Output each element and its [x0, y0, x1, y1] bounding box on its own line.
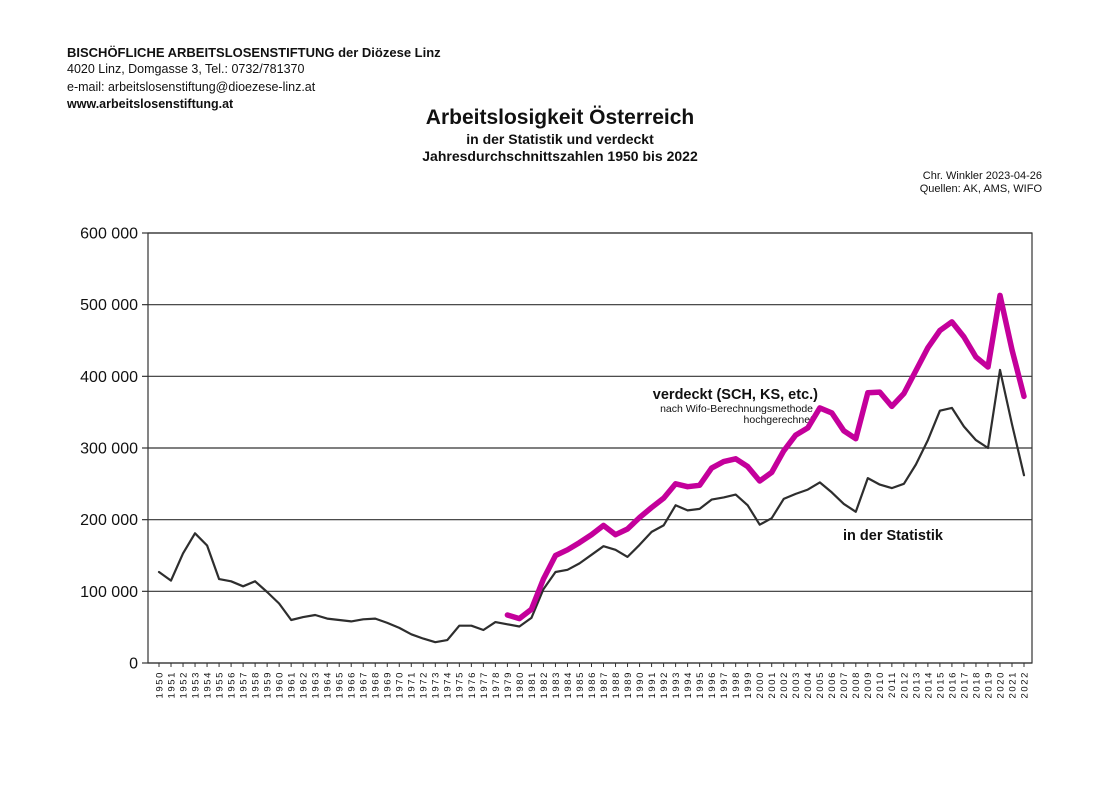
x-tick-label: 2017 [959, 671, 970, 699]
x-tick-label: 1960 [275, 671, 286, 699]
x-tick-label: 1966 [347, 671, 358, 699]
org-name: BISCHÖFLICHE ARBEITSLOSENSTIFTUNG der Di… [67, 45, 441, 60]
legend-verdeckt-subline-2: hochgerechnet [743, 414, 813, 426]
x-tick-label: 1979 [503, 671, 514, 699]
x-tick-label: 1986 [587, 671, 598, 699]
x-tick-label: 2012 [899, 671, 910, 699]
x-tick-label: 2001 [767, 671, 778, 699]
x-tick-label: 1978 [491, 671, 502, 699]
x-tick-label: 2014 [923, 671, 934, 699]
x-tick-label: 2018 [971, 671, 982, 699]
x-tick-label: 1980 [515, 671, 526, 699]
x-tick-label: 2015 [935, 671, 946, 699]
x-tick-label: 1952 [178, 671, 189, 699]
x-tick-label: 1985 [575, 671, 586, 699]
x-tick-label: 2005 [815, 671, 826, 699]
x-tick-label: 1957 [238, 671, 249, 699]
x-tick-label: 1992 [659, 671, 670, 699]
x-tick-label: 1969 [383, 671, 394, 699]
x-tick-label: 1996 [707, 671, 718, 699]
title-block: Arbeitslosigkeit Österreich in der Stati… [280, 105, 840, 164]
y-tick-label: 300 000 [80, 441, 138, 458]
x-tick-label: 1999 [743, 671, 754, 699]
x-tick-label: 2009 [863, 671, 874, 699]
chart-title: Arbeitslosigkeit Österreich [425, 106, 695, 129]
series-line-verdeckt [504, 292, 1027, 622]
org-website: www.arbeitslosenstiftung.at [67, 97, 234, 112]
x-tick-label: 1976 [467, 671, 478, 699]
x-tick-label: 1975 [455, 671, 466, 699]
x-tick-label: 1982 [539, 671, 550, 699]
x-tick-label: 1972 [419, 671, 430, 699]
x-tick-label: 1990 [635, 671, 646, 699]
x-tick-label: 1958 [251, 671, 262, 699]
x-tick-label: 1989 [623, 671, 634, 699]
y-tick-label: 400 000 [80, 369, 138, 386]
credit-author: Chr. Winkler 2023-04-26 [922, 170, 1042, 182]
x-tick-label: 2002 [779, 671, 790, 699]
org-email: e-mail: arbeitslosenstiftung@dioezese-li… [67, 79, 316, 94]
plot-border [147, 232, 1033, 664]
x-tick-label: 1950 [154, 671, 165, 699]
x-tick-label: 2016 [947, 671, 958, 699]
x-tick-label: 1968 [371, 671, 382, 699]
x-tick-label: 1971 [407, 671, 418, 699]
legend-statistik-label: in der Statistik [843, 528, 943, 544]
x-tick-label: 2006 [827, 671, 838, 699]
x-tick-label: 1963 [311, 671, 322, 699]
x-tick-label: 1973 [431, 671, 442, 699]
x-tick-label: 1962 [299, 671, 310, 699]
credit-block: Chr. Winkler 2023-04-26 Quellen: AK, AMS… [920, 170, 1042, 196]
x-tick-label: 2010 [875, 671, 886, 699]
x-tick-label: 2022 [1019, 671, 1030, 699]
x-tick-label: 1961 [287, 671, 298, 699]
x-tick-label: 1991 [647, 671, 658, 699]
x-tick-label: 1994 [683, 671, 694, 699]
letterhead: BISCHÖFLICHE ARBEITSLOSENSTIFTUNG der Di… [67, 44, 441, 114]
x-tick-label: 1993 [671, 671, 682, 699]
x-tick-label: 1998 [731, 671, 742, 699]
x-tick-label: 1984 [563, 671, 574, 699]
x-tick-label: 2007 [839, 671, 850, 699]
x-tick-label: 1988 [611, 671, 622, 699]
x-tick-label: 1955 [214, 671, 225, 699]
x-tick-label: 1977 [479, 671, 490, 699]
x-tick-label: 1967 [359, 671, 370, 699]
x-tick-label: 1995 [695, 671, 706, 699]
x-tick-label: 2003 [791, 671, 802, 699]
x-tick-label: 1965 [335, 671, 346, 699]
y-tick-label: 500 000 [80, 297, 138, 314]
x-tick-label: 2011 [887, 671, 898, 698]
x-tick-label: 1959 [263, 671, 274, 699]
series-line-statistik [157, 368, 1026, 644]
y-tick-label: 600 000 [80, 226, 138, 243]
x-tick-label: 1997 [719, 671, 730, 699]
x-tick-label: 1974 [443, 671, 454, 699]
y-tick-label: 100 000 [80, 584, 138, 601]
chart-subtitle-1: in der Statistik und verdeckt [466, 131, 654, 147]
x-tick-label: 2000 [755, 671, 766, 699]
x-tick-label: 1983 [551, 671, 562, 699]
org-address: 4020 Linz, Domgasse 3, Tel.: 0732/781370 [67, 62, 305, 77]
legend-verdeckt-label: verdeckt (SCH, KS, etc.) [652, 387, 818, 403]
x-tick-label: 1954 [202, 671, 213, 699]
x-tick-label: 1953 [190, 671, 201, 699]
x-tick-label: 1981 [527, 671, 538, 699]
y-tick-label: 0 [129, 656, 138, 673]
chart-subtitle-2: Jahresdurchschnittszahlen 1950 bis 2022 [422, 147, 698, 164]
x-tick-label: 2004 [803, 671, 814, 699]
x-tick-label: 2008 [851, 671, 862, 699]
x-tick-label: 1951 [166, 671, 177, 699]
credit-sources: Quellen: AK, AMS, WIFO [919, 183, 1042, 195]
x-tick-label: 2020 [995, 671, 1006, 699]
x-tick-label: 2013 [911, 671, 922, 699]
x-tick-label: 1956 [226, 671, 237, 699]
x-tick-label: 2021 [1007, 671, 1018, 699]
x-tick-label: 1964 [323, 671, 334, 699]
x-tick-label: 1970 [395, 671, 406, 699]
y-tick-label: 200 000 [80, 512, 138, 529]
x-tick-label: 1987 [599, 671, 610, 699]
x-tick-label: 2019 [983, 671, 994, 699]
